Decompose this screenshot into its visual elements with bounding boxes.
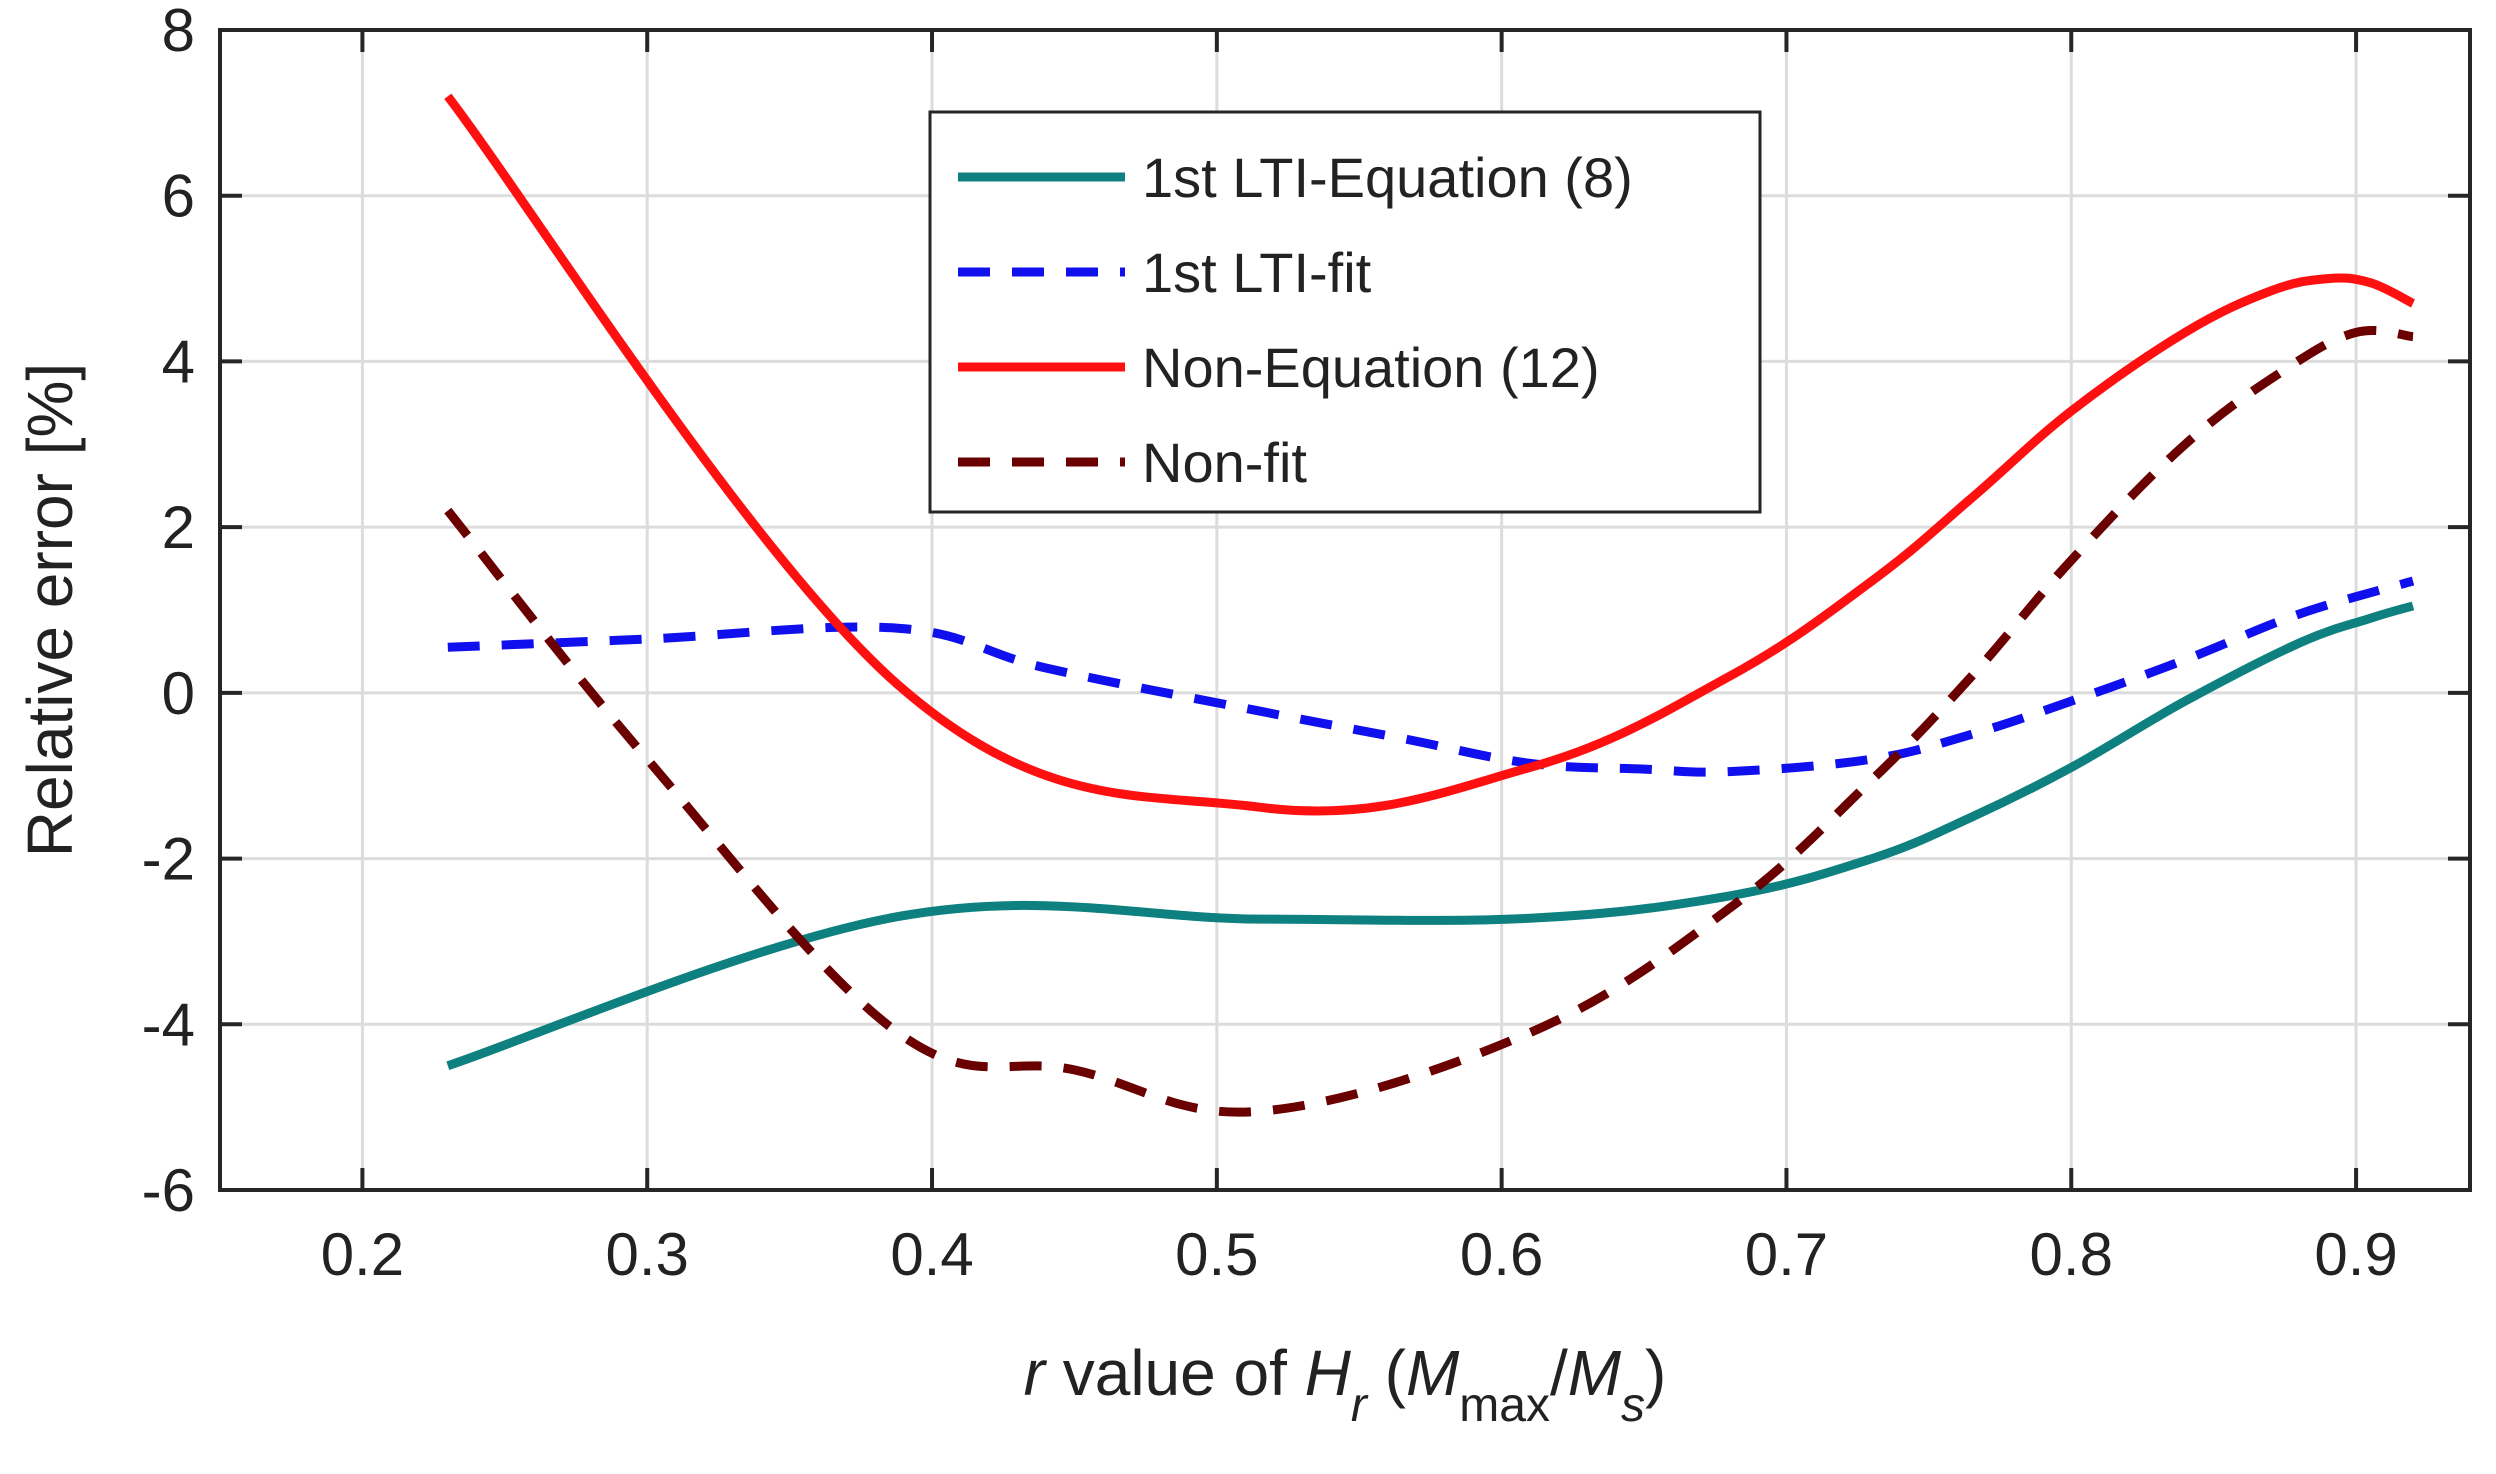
tick-marks [220,28,2470,1192]
x-tick-label: 0.7 [1745,1221,1828,1288]
x-axis-label-part: s [1621,1379,1645,1432]
x-axis-label-part: value of [1045,1337,1305,1409]
x-axis-label: r value of Hr (Mmax/Ms) [1024,1337,1667,1432]
x-axis-label-part: r [1024,1337,1048,1409]
x-tick-label: 0.4 [890,1221,973,1288]
x-tick-label: 0.5 [1175,1221,1258,1288]
x-axis-label-part: H [1305,1337,1352,1409]
series-line-1st-lti-equation-8 [446,601,2415,1070]
x-tick-label: 0.8 [2030,1221,2113,1288]
y-axis-label: Relative error [%] [14,363,86,857]
series-line-1st-lti-fit [447,576,2415,777]
legend-label: 1st LTI-Equation (8) [1142,146,1633,209]
legend: 1st LTI-Equation (8) 1st LTI-fit Non-Equat… [928,110,1762,514]
x-axis-label-part: ) [1645,1337,1666,1409]
x-tick-label: 0.9 [2314,1221,2397,1288]
y-tick-label: 8 [162,0,195,64]
y-tick-label: 0 [162,660,195,727]
x-axis-label-part: ( [1367,1337,1406,1409]
legend-label: 1st LTI-fit [1142,241,1372,304]
x-tick-label: 0.2 [321,1221,404,1288]
y-tick-label: 6 [162,163,195,230]
x-axis-label-part: M [1568,1337,1622,1409]
legend-label: Non-fit [1142,431,1307,494]
x-axis-label-part: M [1406,1337,1460,1409]
series-line-non-fit [444,325,2414,1117]
y-tick-label: -4 [142,991,195,1058]
y-tick-label: 2 [162,494,195,561]
legend-label: Non-Equation (12) [1142,336,1600,399]
tick-labels: 0.2 0.3 0.4 0.5 0.6 0.7 0.8 0.9 -6 -4 -2 0 2 4 6 8 [142,0,2398,1288]
y-tick-label: -2 [142,826,195,893]
x-tick-label: 0.3 [606,1221,689,1288]
y-tick-label: -6 [142,1157,195,1224]
x-tick-label: 0.6 [1460,1221,1543,1288]
plot-frame [218,28,2472,1192]
x-axis-label-part: r [1351,1379,1369,1432]
y-tick-label: 4 [162,328,195,395]
series-line-non-equation-12 [444,93,2416,816]
series-group [444,93,2416,1117]
x-axis-label-part: / [1550,1337,1568,1409]
x-axis-label-part: max [1459,1379,1550,1432]
